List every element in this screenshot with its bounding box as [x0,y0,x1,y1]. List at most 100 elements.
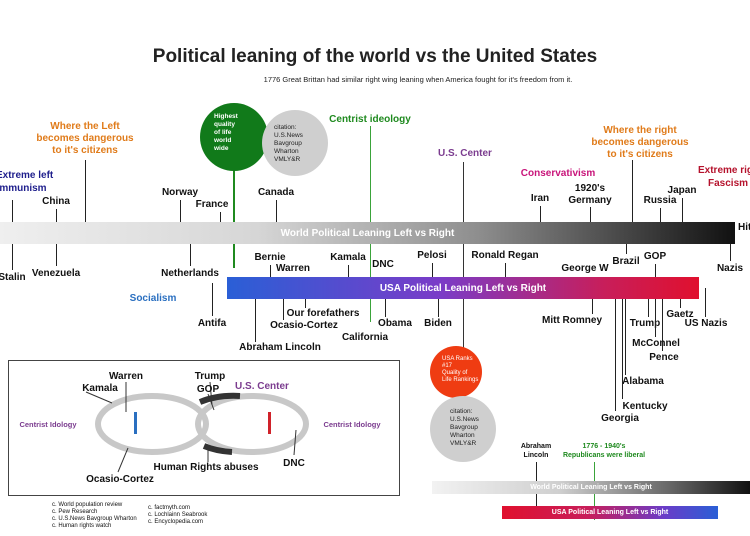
usa-obama: Obama [378,318,412,329]
stalin-tick [12,244,13,270]
mini-republicans-liberal: 1776 - 1940's Republicans were liberal [562,443,646,459]
pelosi-tick [432,263,433,277]
brazil-tick [626,244,627,254]
inset-overlap-diagram [8,360,400,496]
usa-us-nazis: US Nazis [684,318,728,329]
france-tick [220,212,221,222]
regan-tick [505,263,506,277]
usa-kamala: Kamala [330,252,366,263]
world-venezuela: Venezuela [31,268,81,279]
usa-bernie: Bernie [254,252,286,263]
lincoln-tick [255,299,256,342]
quality-of-life-circle [200,103,268,171]
ocasio-tick [283,299,284,320]
mcconnel-tick [655,299,656,337]
usa-ranks-text: USA Ranks #17 Quality of Life Rankings [442,356,479,383]
world-china: China [42,196,70,207]
extreme-left-label: Extreme left [0,170,54,181]
right-center-mark [268,412,271,434]
usa-ocasio-cortez: Ocasio-Cortez [270,320,338,331]
usa-pelosi: Pelosi [417,250,447,261]
biden-tick [438,299,439,317]
trump-tick [648,299,649,317]
usa-gop: GOP [643,251,667,262]
hitler-label-cut: Hit [738,222,750,233]
netherlands-tick [190,244,191,266]
antifa-tick [212,283,213,316]
norway-tick [180,200,181,222]
extreme-right-label: Extreme right [698,165,750,176]
world-canada: Canada [257,187,295,198]
inset-us-center: U.S. Center [235,381,289,392]
inset-kamala: Kamala [82,383,118,394]
inset-centrist-right: Centrist Idology [323,420,381,429]
usa-biden: Biden [424,318,452,329]
usa-kentucky: Kentucky [622,401,668,412]
usa-gaetz: Gaetz [666,309,694,320]
inset-trump: Trump [194,371,226,382]
quality-of-life-text: Highest quality of life world wide [214,113,238,152]
mini-world-bar-label: World Political Leaning Left vs Right [530,484,652,491]
germany-tick [590,207,591,222]
usa-dnc: DNC [372,259,394,270]
citation-top-text: citation: U.S.News Bavgroup Wharton VMLY… [274,124,303,163]
mini-abraham-lincoln: Abraham Lincoln [520,443,552,459]
russia-tick [660,208,661,222]
japan-tick [682,198,683,222]
usa-political-bar: USA Political Leaning Left vs Right [227,277,699,299]
gop-tick [655,264,656,277]
usa-alabama: Alabama [622,376,664,387]
world-nazis: Nazis [716,263,744,274]
left-center-mark [134,412,137,434]
usa-antifa: Antifa [197,318,227,329]
usa-pence: Pence [649,352,679,363]
inset-centrist-left: Centrist Idology [19,420,77,429]
citation-bottom-text: citation: U.S.News Bavgroup Wharton VMLY… [450,408,479,447]
romney-tick [592,299,593,314]
world-germany-1920s: 1920's Germany [568,183,612,206]
world-bar-label: World Political Leaning Left vs Right [280,227,455,239]
mini-usa-bar-label: USA Political Leaning Left vs Right [551,509,669,516]
world-netherlands: Netherlands [161,268,219,279]
gaetz-tick [680,299,681,308]
source-6: c. Lochlainn Seabrook [148,512,208,518]
world-france: France [195,199,229,210]
usa-mitt-romney: Mitt Romney [542,315,602,326]
us-center-label: U.S. Center [438,148,492,159]
source-5: c. factmyth.com [148,505,191,511]
kamala-tick [348,265,349,277]
obama-tick [385,299,386,317]
citation-top-circle [262,110,328,176]
socialism-label: Socialism [129,293,177,304]
usa-brazil: Brazil [612,256,640,267]
nazis-tick [730,244,731,261]
inset-gop: GOP [196,384,220,395]
usa-ranks-circle [430,346,482,398]
world-political-bar: World Political Leaning Left vs Right [0,222,735,244]
world-iran: Iran [530,193,550,204]
page-title: Political leaning of the world vs the Un… [152,46,598,67]
forefathers-tick [305,299,306,308]
right-ring [195,393,309,455]
usa-our-forefathers: Our forefathers [286,308,360,319]
quality-circle-stem [233,166,235,268]
venezuela-tick [56,244,57,266]
right-dangerous-tick [632,160,633,222]
left-dangerous-label: Where the Left becomes dangerous to it's… [36,121,134,156]
usa-mcconnel: McConnel [632,338,680,349]
communism-label: Communism [0,183,47,194]
inset-dnc: DNC [283,458,305,469]
world-stalin: Stalin [0,272,26,283]
left-ring [95,393,209,455]
source-4: c. Human rights watch [52,523,112,529]
mini-world-bar: World Political Leaning Left vs Right [432,481,750,494]
usa-ronald-regan: Ronald Regan [471,250,539,261]
centrist-ideology-label: Centrist ideology [329,114,411,125]
conservativism-label: Conservativism [520,168,596,179]
kentucky-tick [622,299,623,399]
alabama-tick [625,299,626,375]
world-norway: Norway [161,187,199,198]
overlap-arc-top [198,392,241,405]
